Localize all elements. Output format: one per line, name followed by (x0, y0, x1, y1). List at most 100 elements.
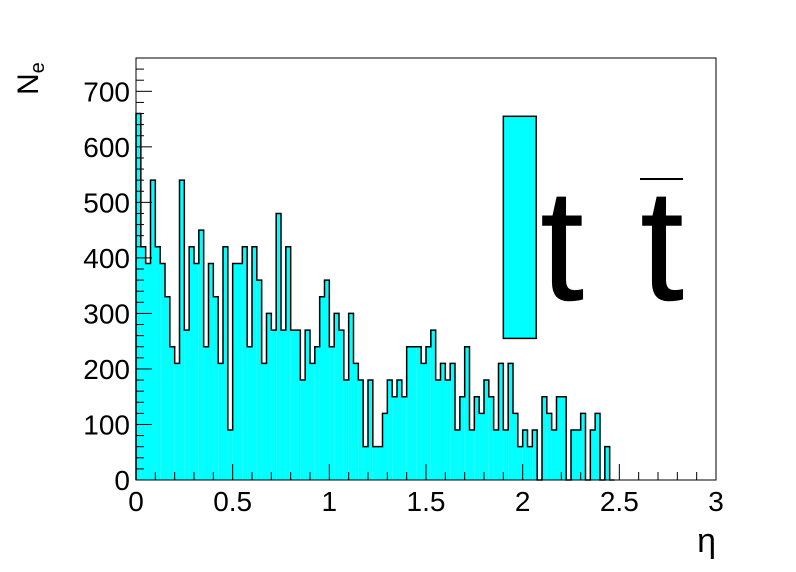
y-tick-label: 300 (83, 298, 130, 329)
histogram-bars (135, 112, 615, 481)
histogram-bar (256, 280, 262, 480)
histogram-bar (426, 346, 431, 480)
histogram-bar (339, 330, 344, 480)
histogram-bar (150, 180, 156, 480)
histogram-bar (281, 330, 286, 480)
histogram-bar (416, 346, 422, 480)
x-axis-label: η (697, 522, 716, 560)
histogram-bar (503, 430, 509, 480)
histogram-bar (484, 380, 489, 480)
histogram-bar (474, 396, 480, 480)
histogram-bar (319, 296, 325, 480)
y-tick-label: 600 (83, 132, 130, 163)
histogram-bar (348, 313, 354, 480)
histogram-bar (595, 413, 600, 480)
histogram-bar (305, 330, 310, 480)
histogram-bar (561, 396, 567, 480)
histogram-bar (136, 113, 141, 481)
histogram-bar (145, 263, 151, 480)
histogram-bar (440, 363, 446, 480)
histogram-bar (397, 380, 402, 480)
x-tick-label: 0 (128, 486, 144, 517)
histogram-bar (455, 430, 460, 480)
histogram-bar (527, 446, 533, 480)
histogram-bar (184, 330, 190, 480)
histogram-bar (247, 346, 252, 480)
histogram-outline (135, 112, 615, 481)
histogram-bar (590, 430, 596, 480)
histogram-bar (401, 396, 407, 480)
histogram-bar (513, 413, 518, 480)
histogram-bar (266, 313, 272, 480)
histogram-bar (493, 430, 499, 480)
y-axis-label-main: N (12, 73, 45, 95)
histogram-bar (160, 263, 165, 480)
y-tick-label: 700 (83, 76, 130, 107)
histogram-bar (421, 363, 426, 480)
histogram-bar (363, 446, 368, 480)
histogram-bar (232, 263, 238, 480)
y-axis-label-group: Ne (12, 62, 49, 95)
histogram-bar (295, 330, 301, 480)
histogram-bar (300, 380, 306, 480)
histogram-bar (227, 430, 233, 480)
y-tick-label: 500 (83, 187, 130, 218)
histogram-bar (324, 280, 330, 480)
histogram-bar (430, 330, 436, 480)
histogram-bar (252, 246, 257, 480)
histogram-bar (450, 363, 455, 480)
histogram-bar (358, 380, 364, 480)
histogram-bar (174, 363, 180, 480)
histogram-bar (392, 396, 397, 480)
histogram-bar (271, 330, 277, 480)
histogram-bar (169, 346, 175, 480)
y-tick-label: 100 (83, 409, 130, 440)
histogram-bar (556, 396, 562, 480)
histogram-bar (532, 430, 538, 480)
histogram-bar (604, 446, 610, 480)
legend-swatch (502, 115, 537, 340)
x-tick-label: 1.5 (407, 486, 446, 517)
histogram-bar (213, 296, 219, 480)
y-axis-label-subscript: e (27, 62, 49, 73)
histogram-bar (368, 380, 373, 480)
x-tick-label: 3 (708, 486, 724, 517)
histogram-bar (310, 363, 315, 480)
histogram-bar (542, 396, 547, 480)
histogram-bar (435, 380, 441, 480)
histogram-bar (469, 430, 475, 480)
histogram-bar (165, 296, 170, 480)
histogram-bar (208, 263, 214, 480)
histogram-bar (464, 346, 470, 480)
histogram-bar (276, 213, 281, 480)
histogram-bar (334, 313, 339, 480)
histogram-bar (218, 363, 223, 480)
x-axis-ticks: 0 0.5 1 1.5 2 2.5 3 (128, 464, 724, 517)
histogram-bar (329, 346, 335, 480)
histogram-bar (285, 246, 291, 480)
histogram-bar (571, 430, 576, 480)
histogram-bar (479, 413, 484, 480)
x-tick-label: 2 (515, 486, 531, 517)
histogram-bar (223, 246, 228, 480)
histogram-bar (140, 246, 146, 480)
histogram-bar (290, 330, 296, 480)
histogram-bar (343, 380, 349, 480)
x-tick-label: 2.5 (600, 486, 639, 517)
y-tick-label: 200 (83, 354, 130, 385)
y-axis-ticks: 0 100 200 300 400 500 600 700 (83, 57, 152, 496)
histogram-bar (387, 380, 393, 480)
histogram-bar (353, 363, 359, 480)
histogram-bar (508, 363, 513, 480)
histogram-bar (237, 263, 243, 480)
histogram-bar (517, 446, 523, 480)
histogram-bar (580, 413, 586, 480)
histogram-bar (445, 380, 451, 480)
y-axis-label: Ne (12, 62, 49, 95)
histogram-bar (377, 446, 383, 480)
histogram-bar (522, 430, 528, 480)
histogram-bar (498, 363, 504, 480)
histogram-bar (189, 246, 194, 480)
